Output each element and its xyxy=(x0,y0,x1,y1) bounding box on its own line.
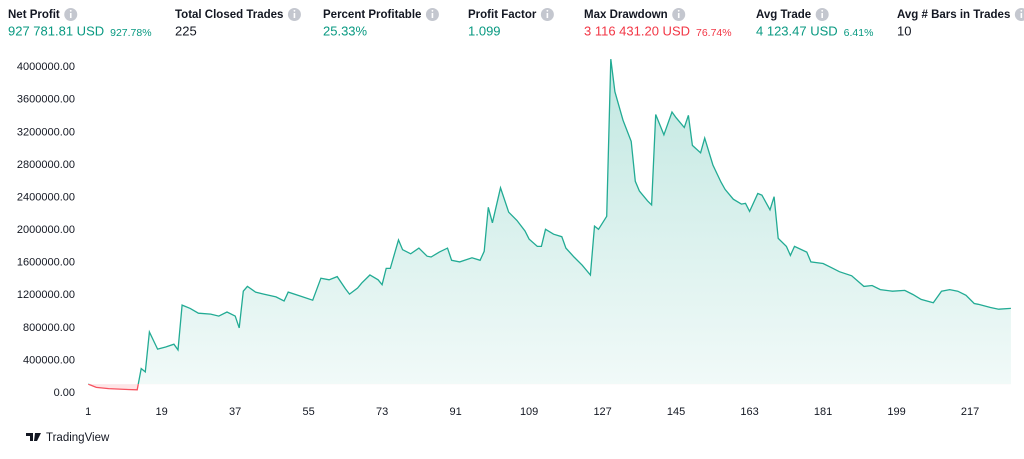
equity-area xyxy=(88,59,1011,385)
metric-label: Avg # Bars in Trades xyxy=(897,9,1010,21)
y-tick-label: 2000000.00 xyxy=(17,224,75,236)
x-tick-label: 73 xyxy=(376,406,388,418)
y-tick-label: 2400000.00 xyxy=(17,191,75,203)
y-tick-label: 4000000.00 xyxy=(17,61,75,73)
metric-percent: 927.78% xyxy=(110,27,151,39)
x-tick-label: 145 xyxy=(667,406,685,418)
y-tick-label: 1600000.00 xyxy=(17,257,75,269)
y-tick-label: 2800000.00 xyxy=(17,159,75,171)
x-tick-label: 199 xyxy=(887,406,905,418)
y-tick-label: 3600000.00 xyxy=(17,94,75,106)
metric-value: 25.33% xyxy=(323,23,368,38)
brand: TradingView xyxy=(46,432,110,444)
metric-percent: 6.41% xyxy=(844,27,874,39)
x-tick-label: 91 xyxy=(450,406,462,418)
x-tick-label: 127 xyxy=(593,406,611,418)
x-tick-label: 163 xyxy=(740,406,758,418)
info-icon-dot xyxy=(546,9,549,12)
metric-label: Net Profit xyxy=(8,9,60,21)
metric-value: 4 123.47 USD xyxy=(756,23,838,38)
x-tick-label: 37 xyxy=(229,406,241,418)
y-tick-label: 800000.00 xyxy=(23,322,75,334)
x-tick-label: 217 xyxy=(961,406,979,418)
metric-value: 225 xyxy=(175,23,197,38)
metric-label: Total Closed Trades xyxy=(175,9,283,21)
info-icon-dot xyxy=(293,9,296,12)
x-tick-label: 1 xyxy=(85,406,91,418)
y-tick-label: 1200000.00 xyxy=(17,289,75,301)
metric-value: 3 116 431.20 USD xyxy=(584,23,690,38)
info-icon-dot xyxy=(431,9,434,12)
equity-line xyxy=(88,59,1011,385)
tradingview-logo: TradingView xyxy=(26,432,110,444)
x-tick-label: 19 xyxy=(156,406,168,418)
info-icon-dot xyxy=(1020,9,1023,12)
info-icon-dot xyxy=(69,9,72,12)
metric-label: Max Drawdown xyxy=(584,9,668,21)
metric-value: 1.099 xyxy=(468,23,501,38)
y-tick-label: 3200000.00 xyxy=(17,126,75,138)
x-tick-label: 55 xyxy=(303,406,315,418)
metric-label: Profit Factor xyxy=(468,9,537,21)
y-tick-label: 400000.00 xyxy=(23,354,75,366)
metric-label: Percent Profitable xyxy=(323,9,421,21)
y-tick-label: 0.00 xyxy=(54,387,75,399)
metric-value: 10 xyxy=(897,23,911,38)
x-tick-label: 109 xyxy=(520,406,538,418)
metric-percent: 76.74% xyxy=(696,27,732,39)
metric-label: Avg Trade xyxy=(756,9,811,21)
info-icon-dot xyxy=(677,9,680,12)
info-icon-dot xyxy=(821,9,824,12)
metric-value: 927 781.81 USD xyxy=(8,23,104,38)
x-tick-label: 181 xyxy=(814,406,832,418)
info-icon xyxy=(1014,8,1024,21)
